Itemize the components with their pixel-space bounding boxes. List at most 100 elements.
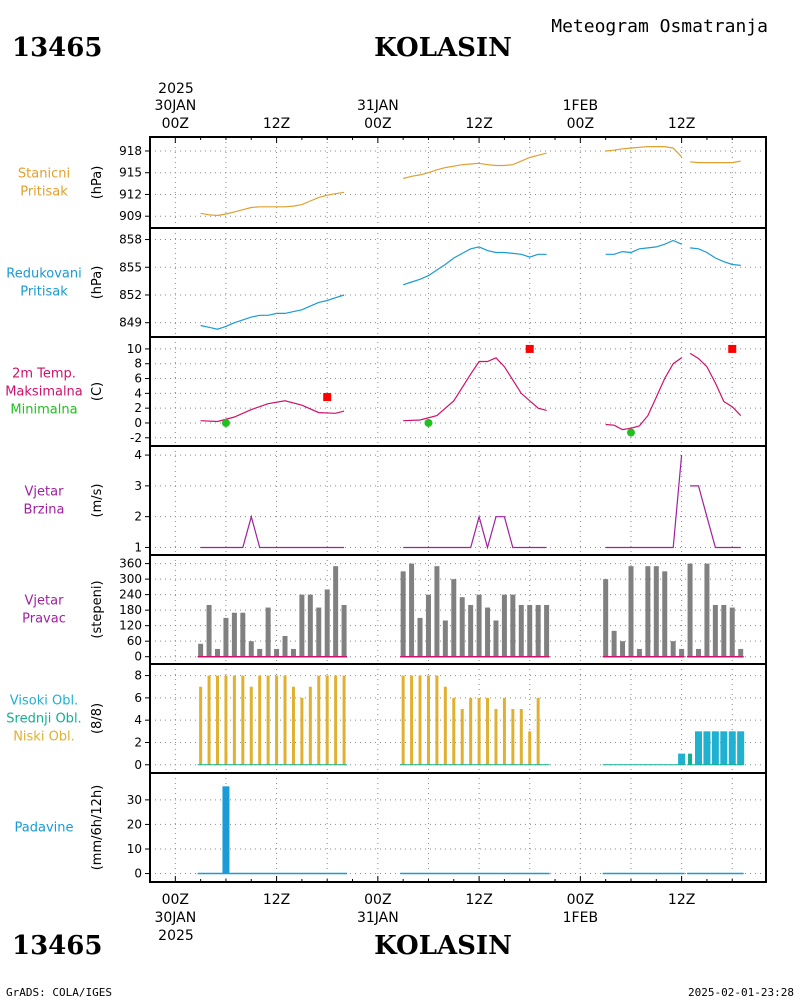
precipitation-bar	[222, 786, 230, 874]
parameter-label: Stanicni	[18, 167, 70, 182]
page-title: Meteogram Osmatranja	[551, 16, 768, 37]
low-cloud-bar	[275, 675, 279, 765]
parameter-label: Vjetar	[25, 485, 65, 500]
bottom-date-label: 1FEB	[563, 910, 598, 926]
wind-direction-bar	[501, 594, 507, 657]
series-line	[200, 514, 345, 549]
wind-direction-bar	[215, 648, 221, 657]
y-tick-label: 180	[119, 603, 142, 617]
station-id-top: 13465	[12, 33, 102, 63]
parameter-label: Brzina	[24, 503, 65, 518]
parameter-label: Srednji Obl.	[6, 712, 81, 727]
low-cloud-bar	[494, 709, 498, 765]
y-tick-label: 6	[134, 372, 142, 386]
wind-direction-bar	[670, 641, 676, 657]
low-cloud-bar	[283, 675, 287, 765]
wind-direction-bar	[628, 566, 634, 657]
series-line	[689, 352, 742, 417]
wind-direction-bar	[662, 571, 668, 657]
low-cloud-bar	[452, 697, 456, 765]
wind-direction-bar	[451, 579, 457, 657]
unit-label: (hPa)	[90, 266, 105, 300]
bottom-hour-label: 00Z	[364, 892, 391, 908]
bottom-hour-label: 12Z	[465, 892, 492, 908]
station-name-top: KOLASIN	[374, 33, 512, 63]
bottom-date-label: 31JAN	[357, 910, 399, 926]
y-tick-label: 2	[134, 401, 142, 415]
wind-direction-bar	[518, 604, 524, 657]
top-date-label: 30JAN	[154, 98, 196, 114]
mid-cloud-bar	[688, 753, 693, 765]
low-cloud-bar	[536, 697, 540, 765]
low-cloud-bar	[199, 686, 203, 765]
wind-direction-bar	[265, 607, 271, 657]
y-tick-label: 912	[119, 187, 142, 201]
y-tick-label: 909	[119, 209, 142, 223]
wind-direction-bar	[248, 641, 254, 657]
y-tick-label: 849	[119, 316, 142, 330]
top-hour-label: 00Z	[162, 116, 189, 132]
panel-reduced-pressure: 849 852 855 858 (hPa) Redukovani Pritisak	[6, 227, 767, 338]
panel-precipitation: 0 10 20 30 (mm/6h/12h) Padavine	[15, 772, 767, 883]
wind-direction-bar	[527, 604, 533, 657]
bottom-year-label: 2025	[158, 928, 194, 944]
high-cloud-bar	[728, 731, 736, 765]
low-cloud-bar	[418, 675, 422, 765]
low-cloud-bar	[300, 697, 304, 765]
top-hour-label: 00Z	[364, 116, 391, 132]
bottom-hour-label: 12Z	[668, 892, 695, 908]
y-tick-label: 10	[127, 842, 142, 856]
y-tick-label: 10	[127, 342, 142, 356]
y-tick-label: 0	[134, 416, 142, 430]
y-tick-label: 360	[119, 557, 142, 571]
wind-direction-bar	[206, 604, 212, 657]
low-cloud-bar	[342, 675, 346, 765]
y-tick-label: 300	[119, 572, 142, 586]
wind-direction-bar	[341, 604, 347, 657]
wind-direction-bar	[687, 563, 693, 657]
panel-cloud-cover: 0 2 4 6 8 (8/8) Visoki Obl. Srednji Obl. Niski O…	[6, 663, 767, 774]
wind-direction-bar	[493, 620, 499, 657]
high-cloud-bar	[737, 731, 745, 765]
panel-frame	[149, 772, 767, 883]
wind-direction-bar	[459, 597, 465, 657]
wind-direction-bar	[299, 594, 305, 657]
high-cloud-bar	[720, 731, 728, 765]
bottom-date-label: 30JAN	[154, 910, 196, 926]
wind-direction-bar	[653, 566, 659, 657]
top-hour-label: 12Z	[668, 116, 695, 132]
high-cloud-bar	[694, 731, 702, 765]
low-cloud-bar	[486, 697, 490, 765]
y-tick-label: 852	[119, 288, 142, 302]
time-axis: 30JAN 00Z 12Z 31JAN 00Z 12Z 1FEB 00Z 12Z 00Z 30JAN…	[154, 98, 733, 926]
parameter-label: Maksimalna	[5, 385, 83, 400]
parameter-label: 2m Temp.	[12, 367, 76, 382]
wind-direction-bar	[198, 643, 204, 657]
low-cloud-bar	[308, 686, 312, 765]
series-line	[200, 294, 345, 330]
parameter-label: Redukovani	[6, 267, 81, 282]
y-tick-label: 3	[134, 479, 142, 493]
low-cloud-bar	[258, 675, 262, 765]
tmin-marker	[424, 418, 433, 427]
wind-direction-bar	[611, 630, 617, 657]
high-cloud-bar	[711, 731, 719, 765]
y-tick-label: 120	[119, 619, 142, 633]
unit-label: (mm/6h/12h)	[90, 785, 105, 871]
wind-direction-bar	[316, 607, 322, 657]
wind-direction-bar	[290, 648, 296, 657]
low-cloud-bar	[519, 709, 523, 765]
y-tick-label: 8	[134, 669, 142, 683]
parameter-label: Visoki Obl.	[10, 694, 78, 709]
wind-direction-bar	[636, 648, 642, 657]
wind-direction-bar	[409, 563, 415, 657]
wind-direction-bar	[257, 648, 263, 657]
panel-wind-speed: 1 2 3 4 (m/s) Vjetar Brzina	[24, 445, 767, 556]
series-line	[605, 455, 683, 549]
wind-direction-bar	[485, 607, 491, 657]
high-cloud-bar	[678, 753, 686, 765]
wind-direction-bar	[695, 648, 701, 657]
